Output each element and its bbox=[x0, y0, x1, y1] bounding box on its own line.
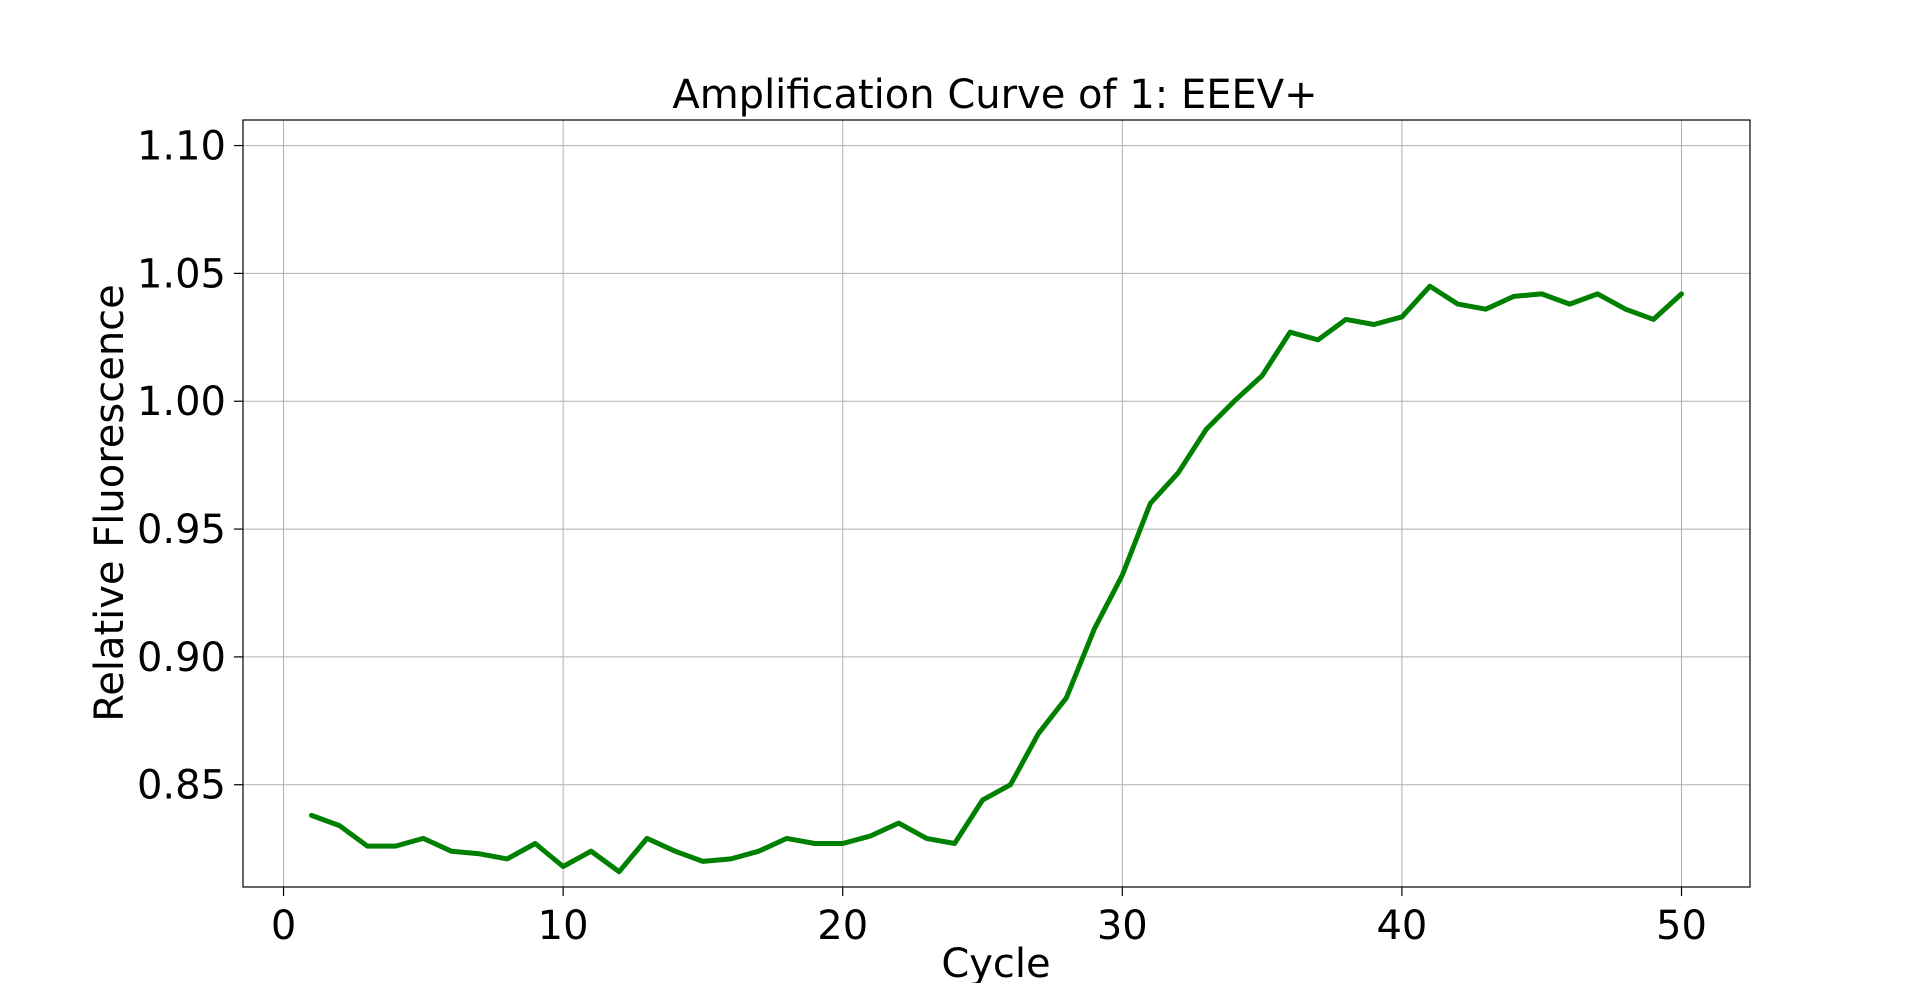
x-tick-label: 50 bbox=[1656, 903, 1707, 949]
x-tick-label: 40 bbox=[1376, 903, 1427, 949]
x-tick-label: 30 bbox=[1097, 903, 1148, 949]
series-layer bbox=[309, 283, 1684, 875]
y-tick-label: 1.10 bbox=[137, 124, 226, 170]
x-tick-label: 0 bbox=[271, 903, 296, 949]
y-tick-label: 1.05 bbox=[137, 251, 226, 297]
chart-title: Amplification Curve of 1: EEEV+ bbox=[672, 72, 1317, 118]
series-line bbox=[309, 283, 1684, 875]
y-axis-label: Relative Fluorescence bbox=[87, 284, 133, 722]
y-tick-label: 0.90 bbox=[137, 635, 226, 681]
plot-frame bbox=[242, 119, 1751, 888]
grid-lines bbox=[243, 120, 1750, 887]
x-tick-label: 20 bbox=[817, 903, 868, 949]
y-tick-label: 0.85 bbox=[137, 763, 226, 809]
axis-ticks: 0 10 20 30 40 50 0.85 0.90 0.95 1.00 1.05 1.10 bbox=[137, 124, 1707, 949]
y-tick-label: 0.95 bbox=[137, 507, 226, 553]
x-tick-label: 10 bbox=[538, 903, 589, 949]
x-axis-label: Cycle bbox=[941, 941, 1050, 983]
y-tick-label: 1.00 bbox=[137, 379, 226, 425]
